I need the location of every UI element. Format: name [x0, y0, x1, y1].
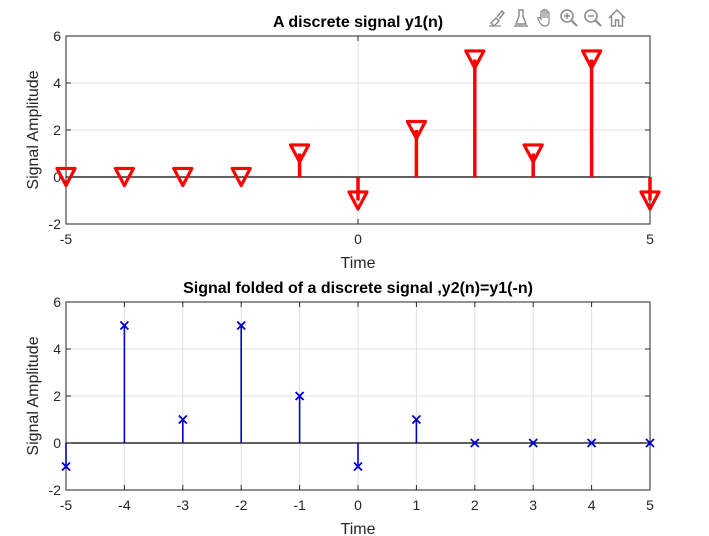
y-tick-label: 0 — [53, 169, 61, 185]
zoom-in-button[interactable] — [558, 6, 580, 30]
x-tick-label: -1 — [293, 497, 306, 513]
x-tick-label: 0 — [354, 497, 362, 513]
x-tick-label: 4 — [588, 497, 596, 513]
pan-button[interactable] — [534, 6, 556, 30]
x-tick-label: -2 — [235, 497, 248, 513]
y-axis-label: Signal Amplitude — [25, 70, 42, 189]
subplot-2: -5 -4 -3 -2 -1 0 1 2 3 4 5 -2 0 2 4 6 Signal folded of a… — [25, 280, 655, 536]
x-tick-label: -5 — [60, 231, 73, 247]
stem-marker — [639, 190, 661, 211]
chart-title: Signal folded of a discrete signal ,y2(n… — [183, 280, 533, 297]
x-tick-label: 5 — [646, 231, 654, 247]
x-axis-label: Time — [341, 521, 376, 536]
stem-marker — [230, 166, 252, 188]
zoom-in-icon — [560, 9, 578, 27]
stem-marker — [113, 166, 135, 188]
subplot-1: -5 0 5 -2 0 2 4 6 A discrete signal y1(n) Time Sig… — [25, 14, 661, 272]
stem-marker — [411, 414, 422, 425]
y-axis-label: Signal Amplitude — [25, 336, 42, 455]
stem-marker — [645, 438, 655, 448]
stem-marker — [119, 320, 130, 331]
y-tick-label: 6 — [53, 294, 61, 310]
stem-marker — [347, 190, 369, 211]
x-tick-label: 5 — [646, 497, 654, 513]
pan-hand-icon — [537, 8, 550, 27]
stem-marker — [178, 414, 188, 425]
stem-marker — [236, 320, 246, 331]
y-tick-label: 2 — [53, 388, 61, 404]
stem-marker — [464, 49, 486, 70]
datatip-icon — [514, 9, 528, 27]
y-tick-label: 4 — [53, 341, 61, 357]
stem-marker — [289, 143, 311, 164]
x-tick-label: 0 — [354, 231, 362, 247]
brush-button[interactable] — [486, 6, 508, 30]
x-tick-label: 2 — [471, 497, 479, 513]
axes-toolbar — [486, 6, 628, 32]
y-tick-label: 2 — [53, 122, 61, 138]
stem-marker — [580, 49, 603, 70]
stem-marker — [405, 119, 427, 141]
x-tick-label: 1 — [413, 497, 421, 513]
stem-marker — [522, 143, 544, 164]
y-tick-label: 4 — [53, 75, 61, 91]
stem-marker — [55, 166, 77, 188]
chart-title: A discrete signal y1(n) — [273, 14, 443, 31]
home-icon — [608, 8, 626, 27]
brush-icon — [489, 9, 505, 27]
x-tick-label: -5 — [60, 497, 73, 513]
stem-marker — [294, 391, 305, 401]
stem-marker — [172, 166, 194, 188]
stem-marker — [470, 438, 480, 448]
y-tick-label: -2 — [49, 482, 62, 498]
y-tick-label: 0 — [53, 435, 61, 451]
zoom-out-icon — [584, 9, 602, 27]
y-tick-label: -2 — [49, 216, 62, 232]
datatip-button[interactable] — [510, 6, 532, 30]
zoom-out-button[interactable] — [582, 6, 604, 30]
x-tick-label: -3 — [177, 497, 190, 513]
stem-marker — [586, 438, 597, 448]
x-tick-label: 3 — [529, 497, 537, 513]
stem-marker — [528, 438, 538, 448]
y-tick-label: 6 — [53, 28, 61, 44]
stem-marker — [353, 461, 363, 472]
stem-marker — [61, 461, 71, 472]
home-button[interactable] — [606, 6, 628, 30]
x-tick-label: -4 — [118, 497, 131, 513]
x-axis-label: Time — [341, 255, 376, 272]
